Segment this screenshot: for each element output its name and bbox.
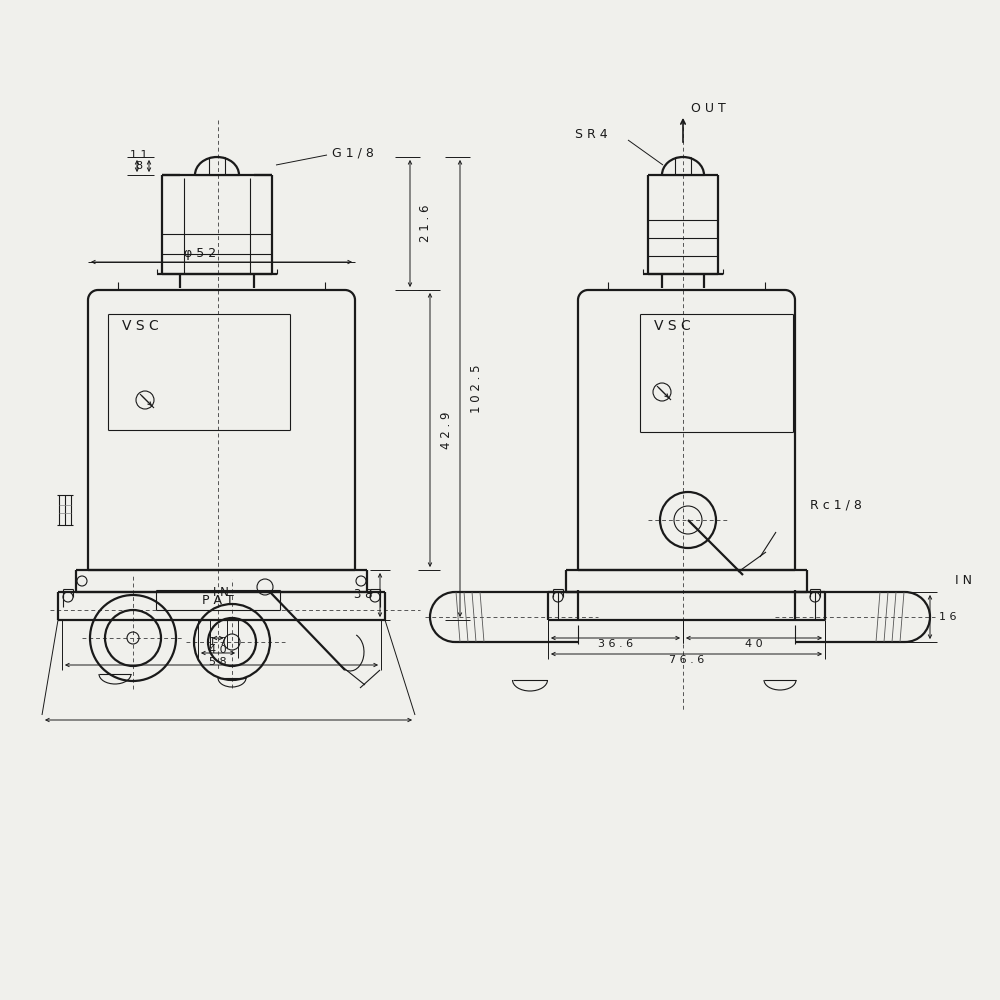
Text: V S C: V S C bbox=[654, 319, 691, 333]
Text: 3 6 . 6: 3 6 . 6 bbox=[598, 639, 633, 649]
Text: I N: I N bbox=[213, 585, 229, 598]
Text: 5 8: 5 8 bbox=[209, 657, 227, 667]
Text: 1 7: 1 7 bbox=[209, 637, 227, 647]
Text: V S C: V S C bbox=[122, 319, 159, 333]
Text: R c 1 / 8: R c 1 / 8 bbox=[810, 498, 862, 512]
Text: O U T: O U T bbox=[691, 102, 726, 114]
Text: 8: 8 bbox=[135, 161, 142, 171]
Text: 4 0: 4 0 bbox=[745, 639, 763, 649]
Text: 2 1 . 6: 2 1 . 6 bbox=[419, 205, 432, 242]
Text: G 1 / 8: G 1 / 8 bbox=[332, 146, 374, 159]
Text: S R 4: S R 4 bbox=[575, 128, 608, 141]
Text: 4 0: 4 0 bbox=[209, 645, 227, 655]
Text: 1 1: 1 1 bbox=[130, 150, 148, 160]
Text: P A T: P A T bbox=[202, 593, 234, 606]
Text: 4 2 . 9: 4 2 . 9 bbox=[440, 411, 453, 449]
Text: I N: I N bbox=[955, 574, 972, 586]
Text: 3 8: 3 8 bbox=[354, 588, 372, 601]
Text: φ 5 2: φ 5 2 bbox=[184, 247, 216, 260]
Text: 7 6 . 6: 7 6 . 6 bbox=[669, 655, 704, 665]
Text: 1 6: 1 6 bbox=[939, 612, 956, 622]
Text: 1 0 2 . 5: 1 0 2 . 5 bbox=[470, 364, 483, 413]
